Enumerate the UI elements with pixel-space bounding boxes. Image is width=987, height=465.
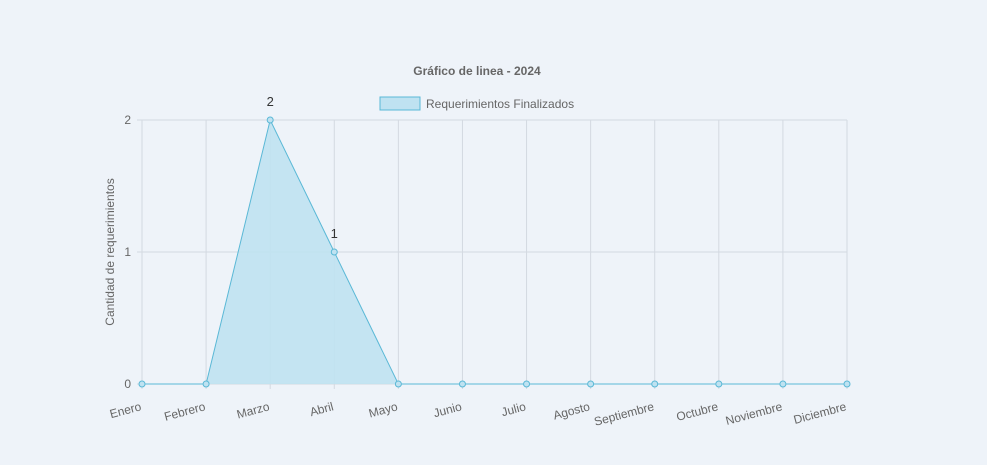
data-point[interactable] <box>715 380 723 388</box>
data-point[interactable] <box>651 380 659 388</box>
data-label: 1 <box>331 226 338 241</box>
data-point[interactable] <box>843 380 851 388</box>
chart-title: Gráfico de linea - 2024 <box>413 64 541 78</box>
data-point[interactable] <box>779 380 787 388</box>
x-tick-label: Marzo <box>235 399 271 421</box>
x-axis: Enero Febrero Marzo Abril Mayo Junio Julio Agos… <box>108 399 848 428</box>
data-label: 2 <box>267 94 274 109</box>
x-tick-label: Septiembre <box>593 399 656 428</box>
x-tick-label: Agosto <box>552 399 592 422</box>
x-tick-label: Noviembre <box>724 399 784 428</box>
series <box>138 116 851 388</box>
y-tick-label: 2 <box>124 113 131 127</box>
x-tick-label: Abril <box>308 399 335 419</box>
x-tick-label: Mayo <box>367 399 399 420</box>
data-labels: 21 <box>267 94 338 241</box>
legend-swatch <box>379 96 421 111</box>
x-tick-label: Febrero <box>163 399 208 423</box>
y-axis: 0 1 2 <box>124 113 131 391</box>
data-point[interactable] <box>458 380 466 388</box>
data-point[interactable] <box>587 380 595 388</box>
data-point[interactable] <box>202 380 210 388</box>
x-tick-label: Enero <box>108 399 143 421</box>
data-point[interactable] <box>394 380 402 388</box>
x-tick-label: Octubre <box>675 399 720 424</box>
series-area <box>142 120 847 384</box>
series-line <box>142 118 847 385</box>
data-point[interactable] <box>138 380 146 388</box>
data-point[interactable] <box>523 380 531 388</box>
legend-label: Requerimientos Finalizados <box>426 97 574 111</box>
y-tick-label: 1 <box>124 245 131 259</box>
legend[interactable]: Requerimientos Finalizados <box>379 96 574 111</box>
data-point[interactable] <box>266 116 274 124</box>
x-tick-label: Junio <box>432 399 464 420</box>
x-tick-label: Julio <box>500 399 528 419</box>
y-tick-label: 0 <box>124 377 131 391</box>
data-point[interactable] <box>330 248 338 256</box>
x-tick-label: Diciembre <box>792 399 848 427</box>
y-axis-label: Cantidad de requerimientos <box>103 178 117 325</box>
